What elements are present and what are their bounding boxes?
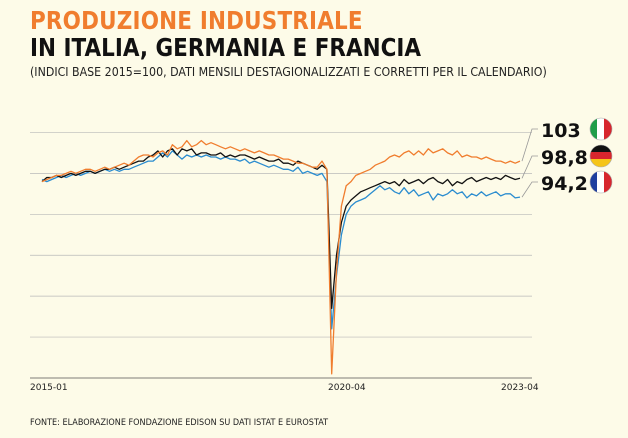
italy-flag (589, 117, 613, 141)
leader-line-germania (521, 155, 538, 179)
leader-line-italia (521, 128, 538, 162)
france-flag (589, 170, 613, 194)
leader-line-francia (521, 181, 538, 198)
series-line-germania (41, 148, 521, 310)
end-value-francia: 94,2 (541, 173, 588, 195)
x-tick-label-end: 2023-04 (501, 383, 539, 393)
end-labels: 103 98,8 94,2 (541, 120, 588, 195)
x-axis: 2015-01 2020-04 2023-04 (30, 383, 539, 393)
gridlines (30, 132, 532, 379)
x-tick-label-covid: 2020-04 (328, 383, 366, 393)
end-value-germania: 98,8 (541, 147, 588, 169)
chart-title-line-1: PRODUZIONE INDUSTRIALE (30, 6, 363, 35)
x-tick-label-start: 2015-01 (30, 383, 68, 393)
series-line-francia (41, 150, 521, 330)
germany-flag (589, 144, 613, 168)
chart-subtitle: (INDICI BASE 2015=100, DATI MENSILI DEST… (30, 65, 547, 79)
end-value-italia: 103 (541, 120, 581, 142)
end-label-leaders (521, 128, 538, 198)
source-note: FONTE: ELABORAZIONE FONDAZIONE EDISON SU… (30, 418, 329, 428)
chart-title-line-2: IN ITALIA, GERMANIA E FRANCIA (30, 33, 422, 62)
flags (589, 117, 613, 194)
series-line-italia (41, 139, 521, 375)
series-lines (41, 139, 521, 375)
